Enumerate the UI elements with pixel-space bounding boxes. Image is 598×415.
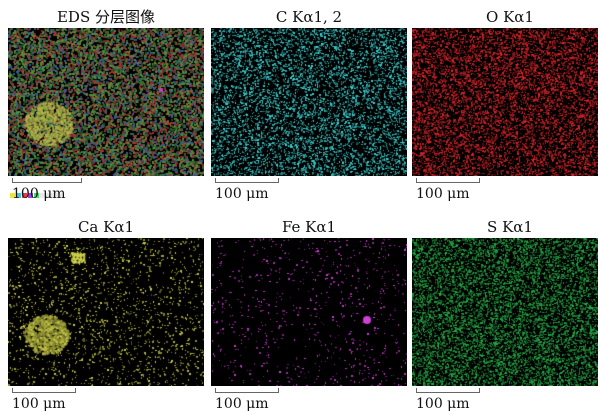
panel-ca-ka1: Ca Kα1 100 μm bbox=[8, 210, 204, 412]
panel-title: Fe Kα1 bbox=[281, 218, 337, 236]
scale-bar bbox=[12, 388, 76, 393]
scale-bar bbox=[416, 388, 480, 393]
scale-bar bbox=[416, 178, 480, 183]
panel-o-ka1: O Kα1 100 μm bbox=[412, 0, 598, 202]
panel-fe-ka1: Fe Kα1 100 μm bbox=[211, 210, 407, 412]
panel-s-ka1: S Kα1 100 μm bbox=[412, 210, 598, 412]
scale-label: 100 μm bbox=[12, 396, 66, 412]
fe-element-map bbox=[211, 238, 407, 386]
o-element-map bbox=[412, 28, 598, 176]
panel-eds-layered-image: EDS 分层图像 100 μm bbox=[8, 0, 204, 202]
scale-label: 100 μm bbox=[416, 396, 470, 412]
element-color-legend bbox=[10, 192, 62, 198]
legend-label-box bbox=[40, 192, 62, 198]
c-element-map bbox=[211, 28, 407, 176]
legend-swatch bbox=[16, 192, 21, 198]
scale-bar bbox=[12, 178, 82, 183]
panel-title: EDS 分层图像 bbox=[56, 8, 156, 26]
scale-label: 100 μm bbox=[12, 186, 66, 202]
panel-title: S Kα1 bbox=[487, 218, 533, 236]
panel-title: Ca Kα1 bbox=[77, 218, 135, 236]
s-element-map bbox=[412, 238, 598, 386]
scale-label: 100 μm bbox=[215, 186, 269, 202]
eds-layered-map bbox=[8, 28, 204, 176]
panel-c-ka1-2: C Kα1, 2 100 μm bbox=[211, 0, 407, 202]
scale-bar bbox=[215, 178, 279, 183]
scale-bar bbox=[215, 388, 279, 393]
legend-swatch bbox=[28, 192, 33, 198]
panel-title: O Kα1 bbox=[486, 8, 534, 26]
ca-element-map bbox=[8, 238, 204, 386]
scale-label: 100 μm bbox=[416, 186, 470, 202]
legend-swatch bbox=[10, 192, 15, 198]
legend-swatch bbox=[34, 192, 39, 198]
legend-swatch bbox=[22, 192, 27, 198]
panel-title: C Kα1, 2 bbox=[275, 8, 343, 26]
scale-label: 100 μm bbox=[215, 396, 269, 412]
